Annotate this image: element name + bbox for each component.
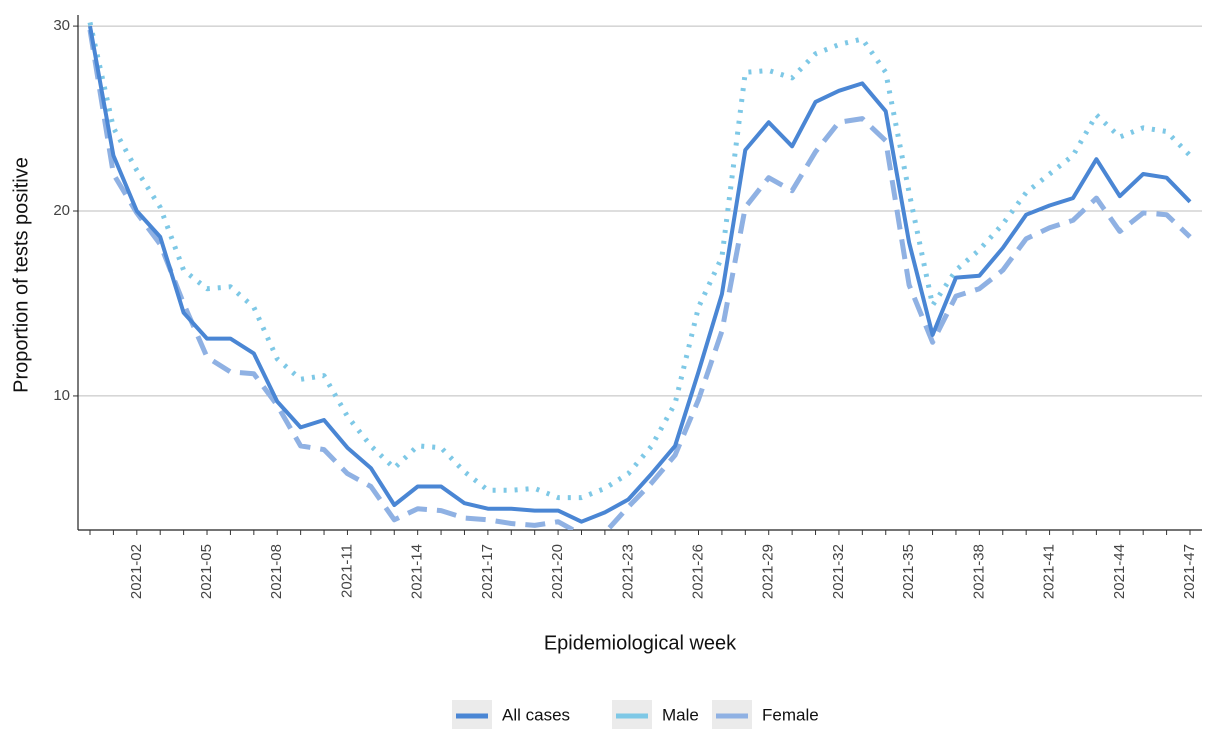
x-tick-label: 2021-32 [830, 544, 847, 599]
x-tick-label: 2021-20 [549, 544, 566, 599]
legend-label: All cases [502, 705, 570, 724]
x-tick-label: 2021-26 [689, 544, 706, 599]
x-tick-label: 2021-23 [619, 544, 636, 599]
x-tick-label: 2021-02 [128, 544, 145, 599]
series-line [87, 21, 1192, 501]
x-tick-label: 2021-41 [1041, 544, 1058, 599]
x-tick-label: 2021-29 [760, 544, 777, 599]
x-tick-label: 2021-11 [338, 544, 355, 598]
x-tick-label: 2021-47 [1181, 544, 1198, 599]
x-tick-label: 2021-14 [409, 544, 426, 599]
x-axis-label: Epidemiological week [544, 632, 737, 654]
x-tick-label: 2021-08 [268, 544, 285, 599]
plot-area [87, 21, 1192, 530]
x-tick-label: 2021-35 [900, 544, 917, 599]
y-tick-label: 10 [53, 387, 70, 404]
y-tick-label: 20 [53, 202, 70, 219]
legend-label: Female [762, 705, 819, 724]
y-axis-label: Proportion of tests positive [10, 157, 32, 393]
legend-label: Male [662, 705, 699, 724]
x-tick-label: 2021-44 [1111, 544, 1128, 599]
x-tick-label: 2021-38 [970, 544, 987, 599]
series-line [88, 25, 1192, 524]
series-line [87, 29, 1192, 530]
x-tick-label: 2021-17 [479, 544, 496, 599]
y-tick-label: 30 [53, 17, 70, 34]
x-tick-label: 2021-05 [198, 544, 215, 599]
